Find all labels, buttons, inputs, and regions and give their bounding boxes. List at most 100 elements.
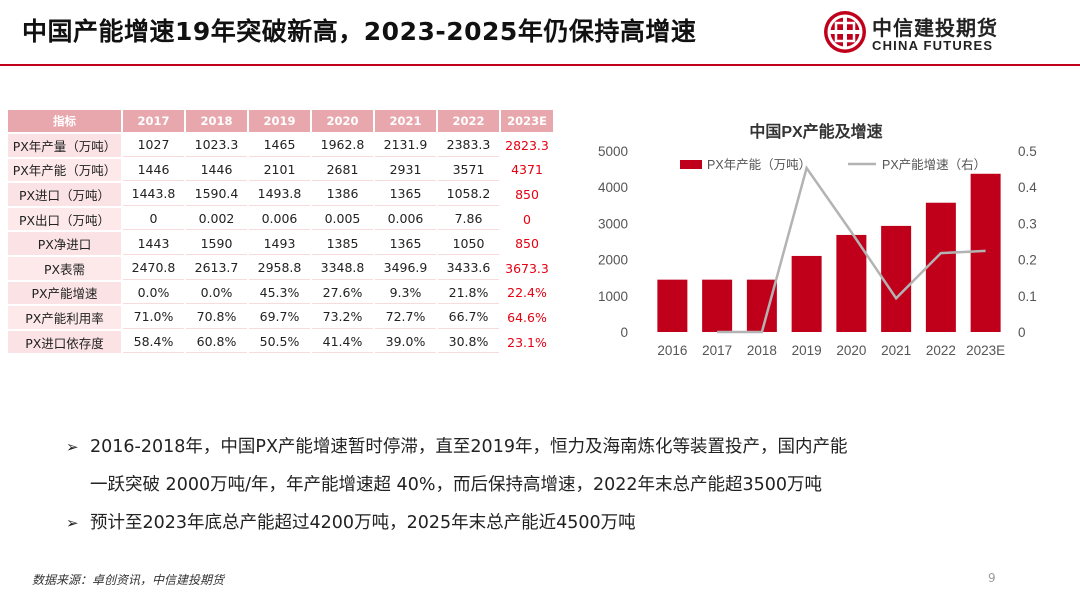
- legend-bar-swatch: [680, 160, 702, 169]
- y-left-tick-label: 2000: [598, 253, 628, 268]
- table-cell: 30.8%: [438, 330, 499, 354]
- capacity-bar: [970, 173, 1001, 332]
- capacity-bar: [925, 202, 956, 332]
- y-left-tick-label: 5000: [598, 144, 628, 159]
- table-cell: 3571: [438, 158, 499, 182]
- y-left-tick-label: 3000: [598, 216, 628, 231]
- row-label: PX进口依存度: [8, 330, 121, 354]
- page-number: 9: [988, 571, 996, 585]
- x-tick-label: 2019: [792, 343, 822, 358]
- table-cell: 1058.2: [438, 183, 499, 206]
- bullet-item: ➢ 2016-2018年，中国PX产能增速暂时停滞，直至2019年，恒力及海南炼…: [66, 428, 1026, 504]
- table-cell: 7.86: [438, 207, 499, 231]
- table-cell: 3673.3: [505, 260, 549, 276]
- y-left-tick-label: 4000: [598, 180, 628, 195]
- table-row: PX产能利用率 71.0% 70.8% 69.7% 73.2% 72.7% 66.7% 64.…: [8, 306, 553, 329]
- y-right-tick-label: 0.4: [1018, 180, 1037, 195]
- table-cell: 27.6%: [312, 281, 373, 305]
- arrow-bullet-icon: ➢: [66, 514, 79, 532]
- table-cell: 71.0%: [123, 306, 184, 329]
- table-header-cell: 2020: [312, 110, 373, 132]
- table-cell: 21.8%: [438, 281, 499, 305]
- table-row: PX净进口 1443 1590 1493 1385 1365 1050 850: [8, 232, 553, 255]
- row-label: PX出口（万吨）: [8, 207, 121, 231]
- table-cell: 45.3%: [249, 281, 310, 305]
- logo-english-name: CHINA FUTURES: [872, 38, 994, 53]
- table-row: PX年产能（万吨） 1446 1446 2101 2681 2931 3571 4371: [8, 158, 553, 182]
- table-cell: 850: [515, 236, 539, 252]
- table-row: PX进口依存度 58.4% 60.8% 50.5% 41.4% 39.0% 30.8% 23.…: [8, 330, 553, 354]
- table-header-cell: 2019: [249, 110, 310, 132]
- y-left-tick-label: 1000: [598, 289, 628, 304]
- logo-chinese-name: 中信建投期货: [872, 16, 998, 40]
- x-tick-label: 2018: [747, 343, 777, 358]
- row-label: PX年产能（万吨）: [8, 158, 121, 182]
- table-cell: 64.6%: [507, 309, 547, 325]
- y-right-tick-label: 0.1: [1018, 289, 1037, 304]
- table-header-cell: 2017: [123, 110, 184, 132]
- table-header-cell: 2021: [375, 110, 436, 132]
- table-cell: 66.7%: [438, 306, 499, 329]
- table-cell: 50.5%: [249, 330, 310, 354]
- growth-rate-line: [717, 165, 986, 334]
- legend-bar-label: PX年产能（万吨）: [707, 158, 811, 172]
- y-right-tick-label: 0: [1018, 325, 1026, 340]
- x-tick-label: 2020: [836, 343, 866, 358]
- table-cell: 2681: [312, 158, 373, 182]
- table-cell: 0.002: [186, 207, 247, 231]
- capacity-bar: [746, 279, 777, 332]
- table-cell: 0.006: [249, 207, 310, 231]
- table-cell: 1365: [375, 232, 436, 255]
- table-header-cell: 2018: [186, 110, 247, 132]
- table-cell: 23.1%: [507, 334, 547, 350]
- table-cell: 2613.7: [186, 256, 247, 280]
- table-cell: 3348.8: [312, 256, 373, 280]
- row-label: PX产能增速: [8, 281, 121, 305]
- x-tick-label: 2016: [657, 343, 687, 358]
- citic-logo-icon: [824, 11, 866, 53]
- table-header-cell: 2023E: [501, 110, 553, 132]
- table-cell: 1493: [249, 232, 310, 255]
- x-tick-label: 2023E: [966, 343, 1005, 358]
- table-row: PX进口（万吨） 1443.8 1590.4 1493.8 1386 1365 1058.2…: [8, 183, 553, 206]
- y-right-tick-label: 0.2: [1018, 253, 1037, 268]
- table-cell: 0: [523, 211, 531, 227]
- row-label: PX年产量（万吨）: [8, 134, 121, 157]
- table-cell: 1027: [123, 134, 184, 157]
- table-cell: 1962.8: [312, 134, 373, 157]
- capacity-bar: [702, 279, 733, 332]
- table-cell: 69.7%: [249, 306, 310, 329]
- commentary-bullets: ➢ 2016-2018年，中国PX产能增速暂时停滞，直至2019年，恒力及海南炼…: [66, 428, 1026, 542]
- company-logo: 中信建投期货 CHINA FUTURES: [822, 6, 1062, 60]
- table-cell: 2931: [375, 158, 436, 182]
- table-cell: 2131.9: [375, 134, 436, 157]
- table-cell: 1365: [375, 183, 436, 206]
- table-cell: 1465: [249, 134, 310, 157]
- table-cell: 72.7%: [375, 306, 436, 329]
- data-source-note: 数据来源：卓创资讯，中信建投期货: [32, 573, 225, 587]
- table-cell: 3433.6: [438, 256, 499, 280]
- arrow-bullet-icon: ➢: [66, 438, 79, 456]
- capacity-bar: [881, 225, 912, 332]
- table-cell: 1590: [186, 232, 247, 255]
- table-cell: 4371: [511, 162, 543, 178]
- bullet-text-line: 2016-2018年，中国PX产能增速暂时停滞，直至2019年，恒力及海南炼化等…: [90, 437, 848, 457]
- px-capacity-chart: 中国PX产能及增速 PX年产能（万吨） PX产能增速（右） 0 1000 2000 3…: [598, 122, 1037, 358]
- row-label: PX进口（万吨）: [8, 183, 121, 206]
- table-cell: 1443: [123, 232, 184, 255]
- table-cell: 1386: [312, 183, 373, 206]
- table-cell: 2470.8: [123, 256, 184, 280]
- table-cell: 0.0%: [123, 281, 184, 305]
- table-cell: 9.3%: [375, 281, 436, 305]
- table-cell: 41.4%: [312, 330, 373, 354]
- row-label: PX产能利用率: [8, 306, 121, 329]
- table-cell: 2958.8: [249, 256, 310, 280]
- table-cell: 1443.8: [123, 183, 184, 206]
- table-cell: 2101: [249, 158, 310, 182]
- table-cell: 1446: [123, 158, 184, 182]
- table-header-row: 指标 2017 2018 2019 2020 2021 2022 2023E: [8, 110, 553, 132]
- x-tick-label: 2017: [702, 343, 732, 358]
- table-cell: 0.005: [312, 207, 373, 231]
- table-cell: 1590.4: [186, 183, 247, 206]
- table-cell: 0.006: [375, 207, 436, 231]
